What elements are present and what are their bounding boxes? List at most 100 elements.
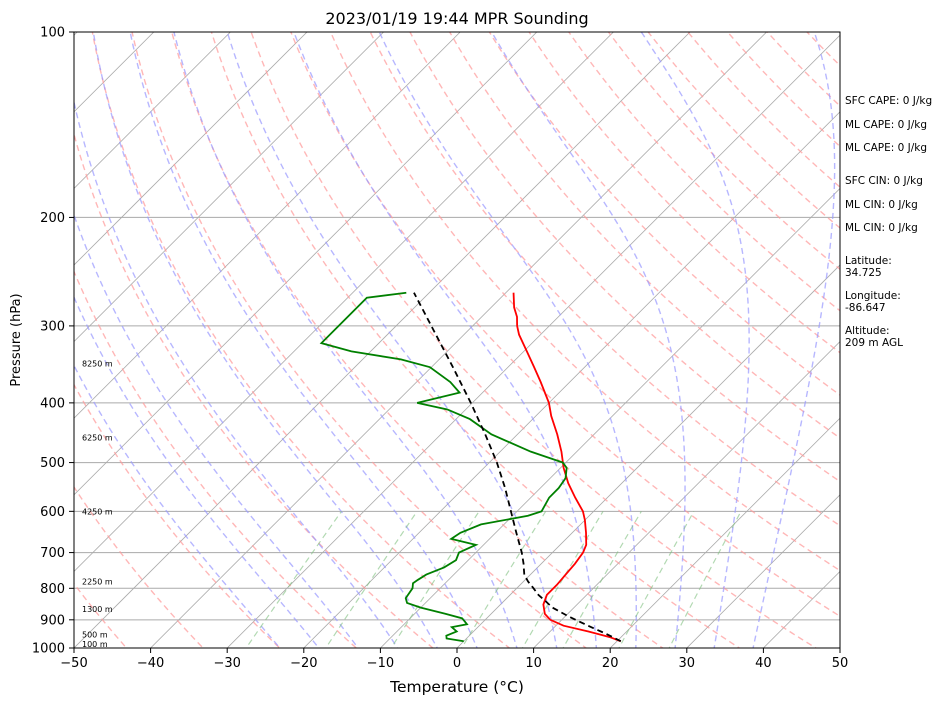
dry-adiabat-line [210,32,741,648]
dry-adiabat-line [726,32,840,148]
dry-adiabat-line [409,32,840,483]
moist-adiabat-line [293,32,598,648]
x-axis: −50 −40 −30 −20 −10 0 10 20 30 40 50 [60,648,848,671]
mixing-ratio-line [668,511,742,648]
dry-adiabat-line [74,269,358,648]
x-tick-label: 0 [453,656,461,671]
isotherm-line [456,264,840,648]
ml-cin-text-2: ML CIN: 0 J/kg [845,222,918,234]
moist-adiabat-line [74,99,399,648]
height-label: 100 m [82,640,108,649]
y-tick-label: 500 [40,456,65,471]
y-tick-label: 100 [40,26,65,41]
moist-adiabat-line [490,32,686,648]
stats-panel: SFC CAPE: 0 J/kg ML CAPE: 0 J/kg ML CAPE… [845,95,932,349]
longitude-label: Longitude: [845,290,901,302]
dry-adiabat-line [250,32,818,648]
ml-cin-text: ML CIN: 0 J/kg [845,199,918,211]
x-axis-label: Temperature (°C) [389,678,524,696]
moist-adiabat-line [173,32,518,648]
mixing-ratio-line [325,511,418,648]
x-tick-label: −30 [213,656,240,671]
y-tick-label: 400 [40,396,65,411]
dry-adiabat-line [329,32,840,572]
y-tick-label: 700 [40,546,65,561]
y-axis-label: Pressure (hPa) [9,293,24,386]
moist-adiabat-line [74,295,320,648]
isotherm-line [686,494,840,648]
longitude-value: -86.647 [845,302,886,314]
parcel-profile [413,292,622,643]
height-label: 2250 m [82,578,113,587]
y-tick-label: 300 [40,319,65,334]
moist-adiabat-line [226,32,558,648]
dry-adiabat-line [91,32,511,648]
x-tick-label: −40 [137,656,164,671]
dry-adiabat-line [488,32,840,396]
moist-adiabat-line [129,32,478,648]
dry-adiabat-line [131,32,588,648]
profile-lines [319,291,622,643]
x-tick-label: 20 [602,656,619,671]
moist-adiabat-line [92,32,439,648]
x-tick-label: −50 [60,656,87,671]
chart-title: 2023/01/19 19:44 MPR Sounding [325,9,588,28]
altitude-label: Altitude: [845,325,890,337]
dry-adiabat-line [171,32,664,648]
isotherm-line [303,111,840,648]
y-tick-label: 600 [40,505,65,520]
x-tick-label: 40 [755,656,772,671]
mixing-ratio-line [460,511,547,648]
y-tick-label: 200 [40,211,65,226]
sfc-cape-text: SFC CAPE: 0 J/kg [845,95,932,107]
height-label: 8250 m [82,359,113,368]
x-tick-label: 50 [832,656,849,671]
isotherm-line [74,32,155,113]
mixing-ratio-line [562,511,642,648]
background-lines [74,18,946,661]
mixing-ratio-line [390,511,480,648]
moist-adiabat-line [74,212,359,648]
moist-adiabat-line [640,32,750,648]
isotherm-line [74,32,614,572]
height-label: 4250 m [82,507,113,516]
dewpoint-profile [319,291,568,643]
isotherm-line [226,34,840,648]
latitude-value: 34.725 [845,267,882,279]
dry-adiabat-line [290,32,840,618]
y-tick-label: 900 [40,613,65,628]
y-tick-label: 1000 [32,642,65,657]
height-label: 500 m [82,630,108,639]
isotherm-line [74,32,538,496]
mixing-ratio-line [521,511,604,648]
dry-adiabat-line [74,383,281,648]
altitude-value: 209 m AGL [845,337,903,349]
ml-cape-text-2: ML CAPE: 0 J/kg [845,142,927,154]
isotherm-line [150,32,768,648]
ml-cape-text: ML CAPE: 0 J/kg [845,119,927,131]
isotherm-line [533,341,840,648]
y-axis: 1000 900 800 700 600 500 400 300 200 100 [32,26,74,657]
isotherm-line [74,32,308,266]
x-tick-label: 10 [525,656,542,671]
mixing-ratio-line [245,510,342,648]
y-tick-label: 800 [40,582,65,597]
x-tick-label: −10 [367,656,394,671]
sfc-cin-text: SFC CIN: 0 J/kg [845,175,923,187]
moist-adiabat-line [378,32,637,648]
isotherm-line [379,187,840,648]
dry-adiabat-line [686,32,840,189]
isotherm-line [904,18,946,661]
isotherm-line [74,32,691,648]
isotherm-line [74,32,461,419]
x-tick-label: 30 [679,656,696,671]
height-label: 1300 m [82,605,113,614]
latitude-label: Latitude: [845,255,892,267]
dry-adiabat-line [74,485,205,648]
temperature-profile [512,292,622,643]
moist-adiabat-line [74,364,281,648]
moist-adiabat-line [752,32,836,648]
x-tick-label: −20 [290,656,317,671]
